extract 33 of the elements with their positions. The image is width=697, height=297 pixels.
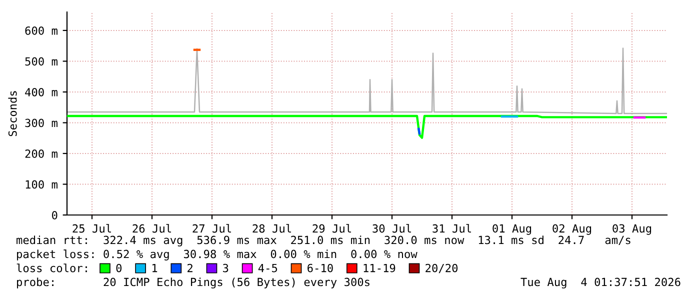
- x-tick-label: 02 Aug: [552, 224, 592, 235]
- y-tick-label: 500 m: [25, 57, 58, 66]
- x-tick-label: 03 Aug: [612, 224, 652, 235]
- text: median rtt: 322.4 ms avg 536.9 ms max 251.0 ms min 320.0 ms now 13.1 ms sd 24.7 am/s: [16, 236, 630, 246]
- legend-label: 2: [188, 264, 192, 272]
- y-tick-label: 0: [52, 211, 58, 220]
- x-tick-label: 28 Jul: [252, 224, 291, 233]
- x-tick-label: 29 Jul: [312, 224, 351, 233]
- text: packet loss: 0.52 % avg 30.98 % max 0.00 % min 0.00 % now: [17, 250, 418, 260]
- line-series: [67, 48, 667, 114]
- x-tick-label: 25 Jul: [72, 224, 111, 233]
- legend-title: loss color:: [16, 264, 87, 272]
- legend-label: 0: [116, 264, 122, 272]
- y-tick-label: 300 m: [25, 118, 58, 128]
- x-tick-label: 26 Jul: [132, 224, 171, 233]
- y-tick-label: 600 m: [25, 26, 58, 35]
- x-tick-label: 30 Jul: [372, 224, 411, 233]
- line-series: [67, 114, 667, 139]
- legend-label: 6-10: [308, 264, 333, 272]
- legend-label: 11-19: [364, 264, 396, 272]
- y-tick-label: 100 m: [26, 180, 58, 189]
- x-tick-label: 01 Aug: [492, 224, 532, 235]
- y-tick-label: 400 m: [25, 88, 58, 96]
- text: probe: 20 ICMP Echo Pings (56 Bytes) every 300s: [17, 278, 370, 288]
- y-axis-title: Seconds: [8, 91, 17, 136]
- legend-label: 3: [223, 264, 228, 272]
- legend-label: 20/20: [426, 264, 458, 274]
- x-tick-label: 31 Jul: [432, 224, 471, 233]
- text: Tue Aug 4 01:37:51 2026: [520, 278, 680, 288]
- y-tick-label: 200 m: [25, 149, 58, 158]
- legend-label: 4-5: [258, 264, 278, 272]
- x-tick-label: 27 Jul: [192, 224, 231, 233]
- legend-label: 1: [152, 264, 158, 272]
